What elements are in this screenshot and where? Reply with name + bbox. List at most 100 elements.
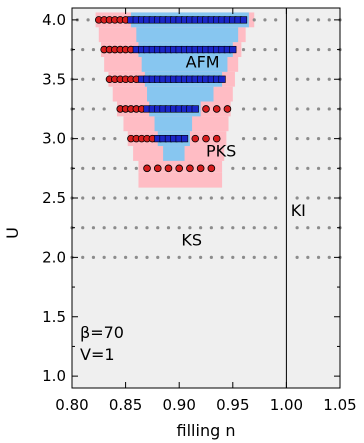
ks-point (188, 226, 191, 229)
ks-point (156, 256, 159, 259)
ks-point (167, 196, 170, 199)
ks-point (81, 78, 84, 81)
pks-point (224, 106, 231, 113)
ks-point (242, 78, 245, 81)
ks-point (124, 167, 127, 170)
ks-point (145, 196, 148, 199)
ks-point (81, 196, 84, 199)
ks-point (296, 226, 299, 229)
ks-point (231, 167, 234, 170)
ks-point (274, 167, 277, 170)
ks-point (274, 107, 277, 110)
ks-point (253, 107, 256, 110)
ks-point (124, 226, 127, 229)
pks-region-band (138, 173, 222, 188)
ks-point (113, 256, 116, 259)
ks-point (306, 167, 309, 170)
ks-point (328, 107, 331, 110)
ks-point (113, 167, 116, 170)
ks-point (178, 256, 181, 259)
ks-point (231, 226, 234, 229)
ks-point (296, 48, 299, 51)
ks-point (306, 196, 309, 199)
y-tick-label: 3.5 (42, 70, 66, 88)
ks-point (317, 226, 320, 229)
ks-point (274, 48, 277, 51)
afm-point (181, 135, 188, 142)
ks-point (328, 256, 331, 259)
ks-point (253, 18, 256, 21)
ks-point (220, 196, 223, 199)
ks-point (188, 256, 191, 259)
afm-point (230, 46, 237, 53)
ks-point (188, 196, 191, 199)
ks-point (156, 226, 159, 229)
ks-point (274, 78, 277, 81)
ks-point (135, 167, 138, 170)
ks-point (199, 256, 202, 259)
ks-point (145, 226, 148, 229)
ks-point (103, 137, 106, 140)
ks-point (86, 18, 89, 21)
ks-point (167, 226, 170, 229)
x-tick-label: 1.00 (270, 396, 303, 414)
region-label: PKS (206, 141, 236, 160)
ks-point (253, 167, 256, 170)
ks-point (328, 226, 331, 229)
y-tick-label: 2.0 (42, 248, 66, 266)
ks-point (220, 256, 223, 259)
ks-point (103, 256, 106, 259)
ks-point (306, 107, 309, 110)
ks-point (135, 256, 138, 259)
ks-point (242, 226, 245, 229)
ks-point (296, 167, 299, 170)
ks-point (113, 196, 116, 199)
ks-point (263, 256, 266, 259)
pks-point (144, 165, 151, 172)
x-tick-label: 0.85 (109, 396, 142, 414)
ks-point (296, 18, 299, 21)
ks-point (145, 256, 148, 259)
x-tick-label: 1.05 (323, 396, 356, 414)
ks-point (231, 256, 234, 259)
ks-point (253, 196, 256, 199)
pks-point (187, 165, 194, 172)
ks-point (253, 48, 256, 51)
ks-point (113, 226, 116, 229)
afm-point (240, 17, 247, 24)
ks-point (317, 167, 320, 170)
ks-point (92, 196, 95, 199)
ks-point (242, 167, 245, 170)
ks-point (328, 48, 331, 51)
ks-point (124, 256, 127, 259)
ks-point (328, 18, 331, 21)
ks-point (296, 256, 299, 259)
y-tick-label: 4.0 (42, 11, 66, 29)
ks-point (210, 196, 213, 199)
ks-point (263, 48, 266, 51)
ks-point (242, 256, 245, 259)
ks-point (156, 196, 159, 199)
y-tick-label: 2.5 (42, 189, 66, 207)
ks-point (92, 78, 95, 81)
ks-point (263, 167, 266, 170)
ks-point (328, 167, 331, 170)
ks-point (103, 226, 106, 229)
pks-point (213, 106, 220, 113)
ks-point (199, 196, 202, 199)
ks-point (210, 226, 213, 229)
ks-point (328, 137, 331, 140)
ks-point (220, 226, 223, 229)
ks-point (81, 137, 84, 140)
ks-point (306, 18, 309, 21)
pks-point (176, 165, 183, 172)
ks-point (317, 48, 320, 51)
ks-point (81, 48, 84, 51)
pks-point (208, 165, 215, 172)
ks-point (253, 137, 256, 140)
ks-point (274, 196, 277, 199)
ks-point (103, 107, 106, 110)
annotation-v: V=1 (80, 345, 115, 364)
ks-point (178, 196, 181, 199)
